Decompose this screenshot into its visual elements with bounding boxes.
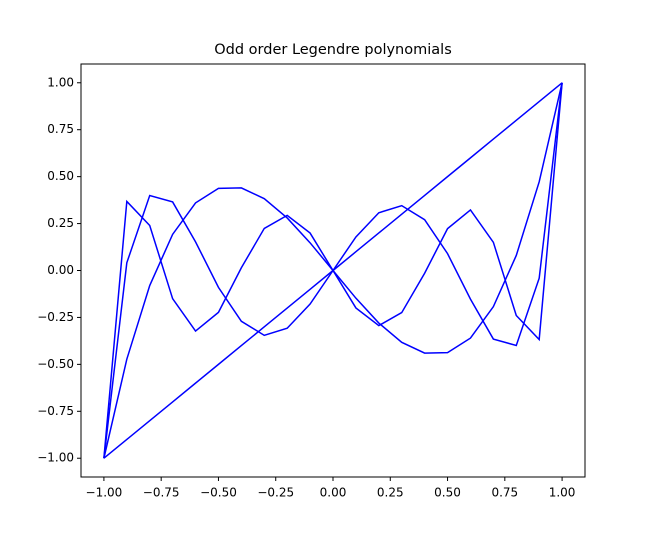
y-tick-label: −0.25 [37, 310, 74, 324]
x-tick-label: −0.50 [200, 486, 237, 500]
y-tick-label: 1.00 [47, 75, 74, 89]
chart-title: Odd order Legendre polynomials [214, 42, 452, 58]
x-tick-label: −0.75 [143, 486, 180, 500]
x-tick-label: −1.00 [86, 486, 123, 500]
y-tick-label: −0.75 [37, 404, 74, 418]
x-tick-label: −0.25 [257, 486, 294, 500]
y-tick-label: −0.50 [37, 357, 74, 371]
y-tick-label: 0.75 [47, 122, 74, 136]
y-tick-label: −1.00 [37, 451, 74, 465]
y-tick-label: 0.00 [47, 263, 74, 277]
x-tick-label: 0.50 [434, 486, 461, 500]
x-tick-label: 0.75 [491, 486, 518, 500]
series-line [103, 82, 563, 459]
x-tick-label: 0.25 [377, 486, 404, 500]
x-tick-label: 0.00 [320, 486, 347, 500]
y-tick-label: 0.25 [47, 216, 74, 230]
x-tick-label: 1.00 [549, 486, 576, 500]
y-tick-label: 0.50 [47, 169, 74, 183]
